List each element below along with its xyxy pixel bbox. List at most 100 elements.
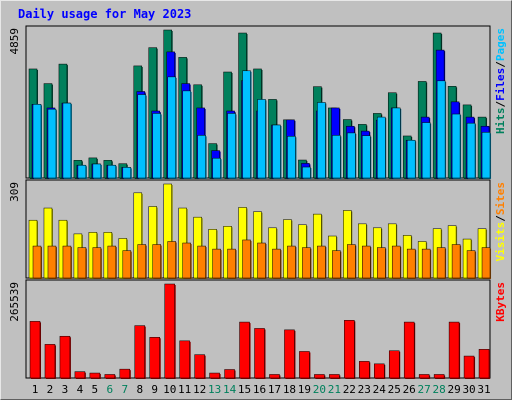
bar-pages-27 <box>421 122 431 179</box>
bar-sites-14 <box>227 248 236 279</box>
top-ymax-label: 4859 <box>8 28 21 55</box>
bar-sites-9 <box>152 244 161 279</box>
bar-sites-26 <box>406 248 416 279</box>
bar-sites-18 <box>287 245 296 279</box>
legend-item-files: Files <box>494 68 507 101</box>
bar-sites-3 <box>62 245 72 279</box>
legend-separator: / <box>494 101 507 108</box>
x-tick-23: 23 <box>358 383 371 396</box>
x-tick-17: 17 <box>268 383 281 396</box>
bar-kbytes-29 <box>448 321 460 379</box>
x-tick-12: 12 <box>193 383 206 396</box>
bar-pages-26 <box>406 139 416 179</box>
bar-sites-29 <box>451 244 461 279</box>
x-tick-3: 3 <box>62 383 69 396</box>
bar-sites-7 <box>122 250 132 279</box>
bar-kbytes-1 <box>29 321 41 379</box>
x-tick-22: 22 <box>343 383 356 396</box>
bar-pages-10 <box>167 76 176 179</box>
bar-kbytes-30 <box>463 355 475 379</box>
x-tick-6: 6 <box>107 383 114 396</box>
legend-item-pages: Pages <box>494 28 507 61</box>
bar-pages-13 <box>212 157 221 179</box>
bar-sites-22 <box>347 244 356 279</box>
bar-sites-2 <box>47 245 57 279</box>
bar-pages-1 <box>32 104 42 179</box>
bar-pages-2 <box>47 108 57 179</box>
x-tick-21: 21 <box>328 383 341 396</box>
bar-pages-6 <box>107 164 117 179</box>
bar-sites-28 <box>436 247 446 279</box>
bar-sites-4 <box>77 247 87 279</box>
x-tick-30: 30 <box>462 383 475 396</box>
x-tick-5: 5 <box>92 383 99 396</box>
bar-kbytes-2 <box>44 344 56 379</box>
bar-pages-22 <box>347 132 356 179</box>
mid-legend: Visits/Sites <box>494 182 507 262</box>
bar-pages-5 <box>92 163 102 179</box>
bar-sites-8 <box>137 244 147 279</box>
bar-kbytes-13 <box>209 372 220 379</box>
x-tick-25: 25 <box>388 383 401 396</box>
legend-item-visits: Visits <box>494 222 507 262</box>
bar-pages-7 <box>122 167 132 179</box>
bar-kbytes-31 <box>478 349 490 379</box>
bar-sites-27 <box>421 248 431 279</box>
legend-separator: / <box>494 215 507 222</box>
x-tick-14: 14 <box>223 383 237 396</box>
x-tick-24: 24 <box>373 383 387 396</box>
x-tick-9: 9 <box>151 383 158 396</box>
bar-kbytes-11 <box>179 340 190 379</box>
bar-sites-30 <box>466 250 476 279</box>
bar-kbytes-4 <box>74 371 86 379</box>
bar-sites-25 <box>391 245 401 279</box>
bar-sites-17 <box>272 248 281 279</box>
bar-kbytes-16 <box>254 328 265 379</box>
x-tick-7: 7 <box>121 383 128 396</box>
bar-sites-12 <box>197 245 206 279</box>
x-tick-28: 28 <box>433 383 446 396</box>
legend-separator: / <box>494 61 507 68</box>
legend-item-sites: Sites <box>494 182 507 215</box>
bar-sites-10 <box>167 241 176 279</box>
legend-item-kbytes: KBytes <box>494 282 507 322</box>
x-tick-27: 27 <box>418 383 431 396</box>
bar-pages-15 <box>242 70 251 179</box>
x-tick-11: 11 <box>178 383 191 396</box>
x-tick-10: 10 <box>163 383 176 396</box>
bar-sites-24 <box>377 247 386 279</box>
bar-pages-25 <box>391 107 401 179</box>
bar-kbytes-10 <box>164 283 175 379</box>
bar-kbytes-26 <box>403 321 415 379</box>
bar-sites-16 <box>257 242 266 279</box>
bar-kbytes-15 <box>239 321 250 379</box>
bar-pages-17 <box>272 124 281 179</box>
bar-sites-1 <box>32 245 42 279</box>
bar-sites-6 <box>107 245 117 279</box>
x-tick-4: 4 <box>77 383 84 396</box>
legend-item-hits: Hits <box>494 108 507 135</box>
bar-pages-16 <box>257 99 266 179</box>
bar-pages-29 <box>451 113 461 179</box>
bar-sites-19 <box>302 247 311 279</box>
bar-kbytes-5 <box>89 372 101 379</box>
bar-kbytes-8 <box>134 325 146 379</box>
x-tick-19: 19 <box>298 383 311 396</box>
bar-kbytes-20 <box>314 374 325 379</box>
bar-pages-9 <box>152 113 161 179</box>
bar-kbytes-19 <box>299 351 310 379</box>
chart-title: Daily usage for May 2023 <box>18 7 192 21</box>
x-tick-20: 20 <box>313 383 326 396</box>
bar-pages-31 <box>481 132 491 179</box>
bar-kbytes-22 <box>344 320 355 379</box>
bar-kbytes-25 <box>388 350 400 379</box>
bar-pages-23 <box>362 135 371 179</box>
bar-kbytes-3 <box>59 335 71 379</box>
x-tick-18: 18 <box>283 383 296 396</box>
bar-kbytes-28 <box>433 374 445 379</box>
bar-sites-23 <box>362 245 371 279</box>
x-tick-31: 31 <box>477 383 490 396</box>
x-tick-8: 8 <box>136 383 143 396</box>
bar-kbytes-21 <box>329 374 340 379</box>
